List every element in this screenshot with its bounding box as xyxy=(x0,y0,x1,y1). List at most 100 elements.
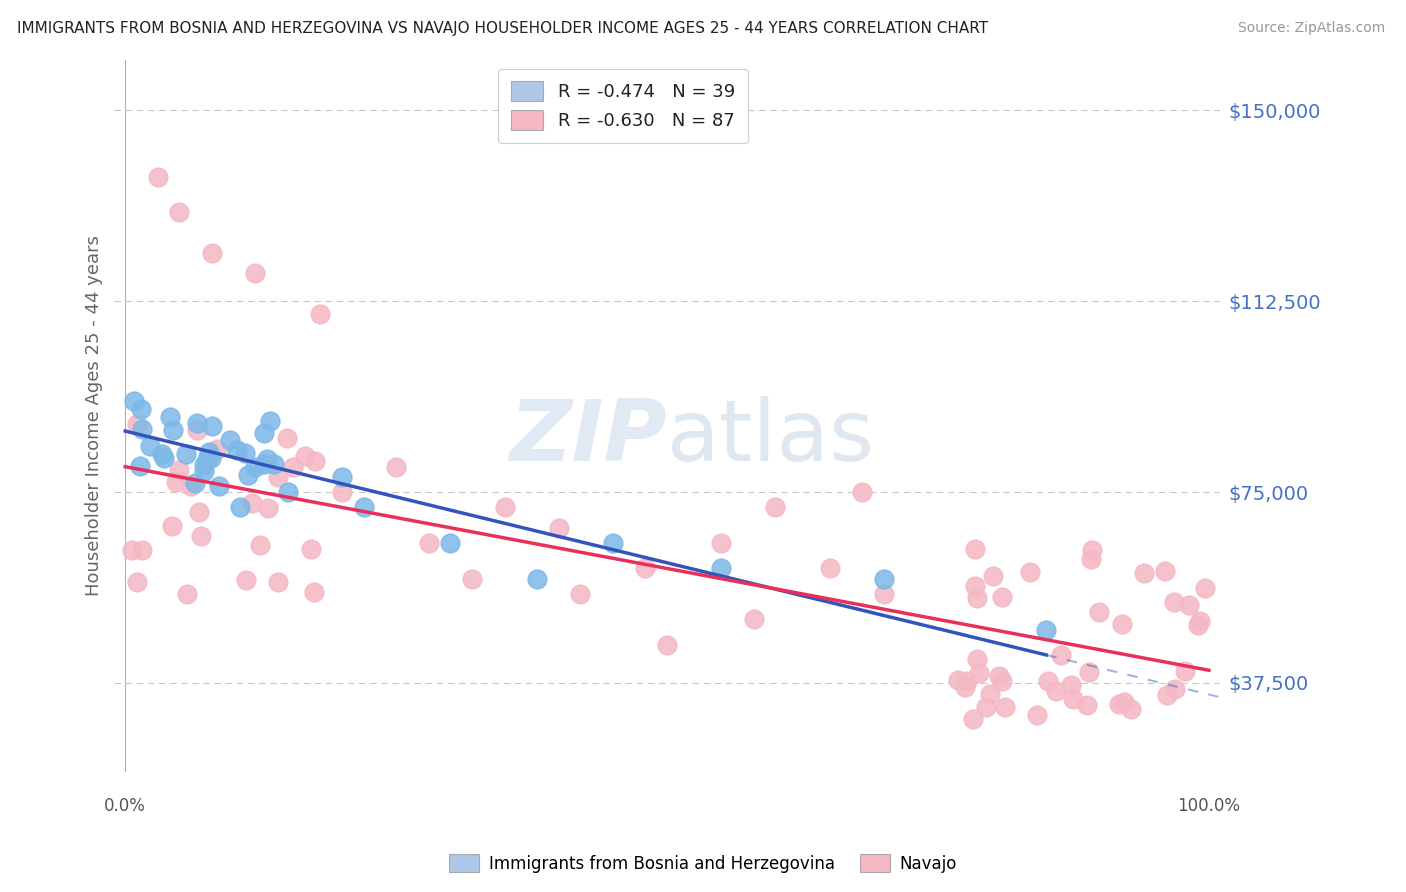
Point xyxy=(302,585,325,599)
Point xyxy=(742,612,765,626)
Point xyxy=(981,568,1004,582)
Point xyxy=(330,485,353,500)
Point xyxy=(169,205,191,219)
Point xyxy=(1076,698,1098,713)
Point xyxy=(283,460,305,475)
Point xyxy=(963,579,986,593)
Point xyxy=(1133,566,1156,581)
Point xyxy=(193,464,215,478)
Point xyxy=(150,447,173,461)
Point xyxy=(991,590,1014,604)
Point xyxy=(299,541,322,556)
Point xyxy=(710,536,733,550)
Point xyxy=(1045,683,1067,698)
Point xyxy=(1189,614,1212,628)
Text: ZIP: ZIP xyxy=(509,396,666,479)
Point xyxy=(1164,681,1187,696)
Point xyxy=(634,561,657,575)
Point xyxy=(186,416,208,430)
Point xyxy=(162,424,184,438)
Point xyxy=(245,459,267,474)
Point xyxy=(146,169,169,184)
Text: 0.0%: 0.0% xyxy=(104,797,146,815)
Point xyxy=(1112,695,1135,709)
Point xyxy=(967,666,990,681)
Point xyxy=(418,536,440,550)
Point xyxy=(1108,697,1130,711)
Point xyxy=(309,307,332,321)
Point xyxy=(233,445,256,459)
Point xyxy=(124,394,146,409)
Point xyxy=(1080,551,1102,566)
Point xyxy=(710,561,733,575)
Point xyxy=(249,538,271,552)
Text: atlas: atlas xyxy=(666,396,875,479)
Point xyxy=(184,476,207,491)
Point xyxy=(966,591,988,606)
Point xyxy=(1081,542,1104,557)
Point xyxy=(129,459,152,474)
Point xyxy=(1178,599,1201,613)
Point xyxy=(201,246,224,260)
Point xyxy=(176,587,198,601)
Point xyxy=(1187,617,1209,632)
Point xyxy=(1035,623,1057,637)
Point xyxy=(187,505,209,519)
Point xyxy=(153,450,176,465)
Point xyxy=(1062,692,1084,706)
Point xyxy=(259,414,281,428)
Point xyxy=(160,519,183,533)
Point xyxy=(1154,564,1177,578)
Text: 100.0%: 100.0% xyxy=(1177,797,1240,815)
Point xyxy=(851,485,873,500)
Point xyxy=(873,572,896,586)
Point xyxy=(139,439,162,453)
Point xyxy=(267,575,290,590)
Point xyxy=(330,470,353,484)
Point xyxy=(818,561,841,575)
Point xyxy=(294,450,316,464)
Point xyxy=(159,410,181,425)
Point xyxy=(1060,678,1083,692)
Point xyxy=(256,501,278,516)
Point xyxy=(946,673,969,687)
Point xyxy=(966,652,988,666)
Point xyxy=(461,572,484,586)
Point xyxy=(201,419,224,434)
Point xyxy=(979,687,1001,701)
Point xyxy=(602,536,624,550)
Point xyxy=(131,422,153,436)
Point xyxy=(200,450,222,465)
Point xyxy=(225,442,247,457)
Point xyxy=(193,458,215,472)
Point xyxy=(125,574,148,589)
Point xyxy=(205,442,228,457)
Point xyxy=(180,479,202,493)
Point xyxy=(219,434,242,448)
Point xyxy=(1111,616,1133,631)
Point xyxy=(304,454,326,468)
Point xyxy=(245,266,267,280)
Point xyxy=(256,452,278,467)
Point xyxy=(235,574,257,588)
Point xyxy=(238,468,260,483)
Point xyxy=(1163,595,1185,609)
Point xyxy=(253,426,276,441)
Point xyxy=(953,680,976,694)
Point xyxy=(547,521,569,535)
Point xyxy=(956,674,979,689)
Point xyxy=(494,500,516,515)
Point xyxy=(962,712,984,726)
Point xyxy=(195,451,218,466)
Point xyxy=(439,536,461,550)
Point xyxy=(1019,565,1042,579)
Point xyxy=(131,543,153,558)
Point xyxy=(873,587,896,601)
Legend: R = -0.474   N = 39, R = -0.630   N = 87: R = -0.474 N = 39, R = -0.630 N = 87 xyxy=(498,69,748,143)
Point xyxy=(1049,648,1071,662)
Point xyxy=(267,470,290,484)
Text: IMMIGRANTS FROM BOSNIA AND HERZEGOVINA VS NAVAJO HOUSEHOLDER INCOME AGES 25 - 44: IMMIGRANTS FROM BOSNIA AND HERZEGOVINA V… xyxy=(17,21,988,36)
Text: Source: ZipAtlas.com: Source: ZipAtlas.com xyxy=(1237,21,1385,35)
Point xyxy=(569,587,592,601)
Point xyxy=(1119,702,1142,716)
